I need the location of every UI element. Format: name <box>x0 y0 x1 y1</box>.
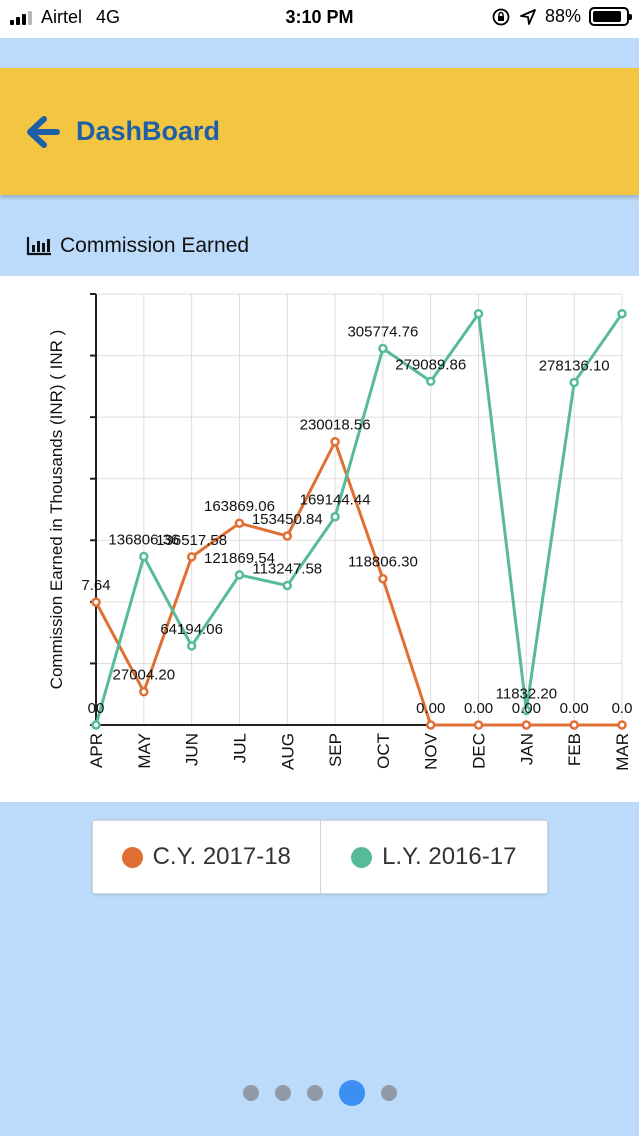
series-0 <box>91 436 627 730</box>
back-button[interactable] <box>24 112 62 152</box>
data-label: 279089.86 <box>395 356 466 373</box>
data-point <box>378 573 388 584</box>
data-label: 153450.84 <box>252 511 323 528</box>
data-label: 0.00 <box>560 700 589 717</box>
data-label: 169144.44 <box>300 492 371 509</box>
series-line <box>94 312 624 726</box>
data-label: 305774.76 <box>347 323 418 340</box>
status-bar: Airtel 4G 3:10 PM 88% <box>0 0 639 38</box>
data-point <box>234 518 245 528</box>
network-type: 4G <box>96 7 121 27</box>
battery-percent: 88% <box>544 6 581 26</box>
data-point <box>521 720 532 730</box>
chart-legend: C.Y. 2017-18 L.Y. 2016-17 <box>92 820 548 894</box>
data-label: 163869.06 <box>204 498 275 515</box>
data-label: 11832.20 <box>496 685 557 702</box>
x-tick-label: SEP <box>326 733 345 767</box>
legend-item-last-year[interactable]: L.Y. 2016-17 <box>319 821 548 893</box>
app-header: DashBoard <box>0 68 639 195</box>
section-title: Commission Earned <box>60 234 250 257</box>
data-label: 121869.54 <box>204 550 275 567</box>
data-label: 0.00 <box>464 700 493 717</box>
x-tick-label: FEB <box>565 733 584 766</box>
data-label: 278136.10 <box>539 357 610 374</box>
legend-swatch-last-year <box>351 846 373 868</box>
data-point <box>186 641 197 651</box>
data-point <box>139 551 149 562</box>
data-point <box>569 720 579 730</box>
bar-chart-icon <box>26 237 51 256</box>
data-label: 136517.58 <box>156 532 227 549</box>
y-axis-title: Commission Earned in Thousands (INR) ( I… <box>47 330 66 690</box>
series-line <box>94 440 622 727</box>
page-dot[interactable] <box>242 1085 259 1101</box>
legend-item-current-year[interactable]: C.Y. 2017-18 <box>93 821 320 893</box>
chart-card: APR MAY JUN JUL AUG SEP OCT NOV DEC JAN FEB MAR Comm… <box>0 276 639 802</box>
data-point <box>378 343 388 354</box>
data-point <box>186 552 197 562</box>
page-dot[interactable] <box>274 1085 291 1101</box>
location-arrow-icon <box>520 8 536 25</box>
status-right: 88% <box>491 6 632 27</box>
data-label: 7.64 <box>81 577 110 594</box>
data-point <box>330 436 340 447</box>
data-label: 0.0 <box>612 700 633 717</box>
x-tick-label: MAR <box>613 733 632 771</box>
page-dot[interactable] <box>338 1080 365 1106</box>
data-point <box>282 580 293 591</box>
x-tick-label: OCT <box>374 733 393 769</box>
data-point <box>425 720 436 730</box>
x-tick-label: NOV <box>422 732 441 770</box>
page-title: DashBoard <box>76 116 221 146</box>
data-point <box>473 720 484 730</box>
battery-icon <box>589 7 632 26</box>
commission-line-chart: APR MAY JUN JUL AUG SEP OCT NOV DEC JAN FEB MAR Comm… <box>47 293 633 771</box>
data-point <box>617 308 627 319</box>
data-label: 00 <box>88 700 105 717</box>
x-tick-label: JUL <box>230 733 249 763</box>
data-label: 27004.20 <box>113 667 176 684</box>
data-point <box>425 376 436 387</box>
chart-grid <box>95 293 623 726</box>
data-label: 113247.58 <box>252 561 322 578</box>
data-point <box>473 308 484 319</box>
data-label: 118806.30 <box>348 554 418 571</box>
page-dot[interactable] <box>380 1085 397 1101</box>
x-tick-label: DEC <box>470 733 489 769</box>
rotation-lock-icon <box>492 8 510 25</box>
series-1 <box>91 308 627 730</box>
data-label: 0.00 <box>416 700 445 717</box>
data-point <box>91 597 101 607</box>
data-label: 0.00 <box>512 700 541 717</box>
x-tick-label: MAY <box>135 733 154 769</box>
data-point <box>91 720 101 730</box>
data-label: 136806.36 <box>108 532 179 549</box>
status-time: 3:10 PM <box>285 7 354 27</box>
data-point <box>139 686 149 697</box>
back-arrow-icon <box>27 115 60 148</box>
data-point <box>569 377 579 388</box>
data-point <box>521 705 532 716</box>
battery-level <box>593 11 622 22</box>
data-point <box>282 531 293 541</box>
x-tick-label: JUN <box>183 733 202 766</box>
page-indicator <box>0 1080 639 1106</box>
x-tick-label: APR <box>87 733 106 768</box>
page-dot[interactable] <box>306 1085 323 1101</box>
x-tick-label: AUG <box>278 733 297 770</box>
legend-swatch-current-year <box>121 846 143 868</box>
data-label: 64194.06 <box>160 621 223 638</box>
signal-icon <box>10 10 32 25</box>
data-point <box>330 511 340 522</box>
legend-label: C.Y. 2017-18 <box>152 843 291 870</box>
x-tick-label: JAN <box>517 733 536 765</box>
data-label: 230018.56 <box>300 417 371 434</box>
data-point <box>617 720 627 730</box>
section-header: Commission Earned <box>0 216 639 276</box>
status-left: Airtel 4G <box>10 7 120 28</box>
data-point <box>234 570 245 580</box>
legend-label: L.Y. 2016-17 <box>382 843 517 870</box>
carrier-name: Airtel <box>41 7 83 27</box>
